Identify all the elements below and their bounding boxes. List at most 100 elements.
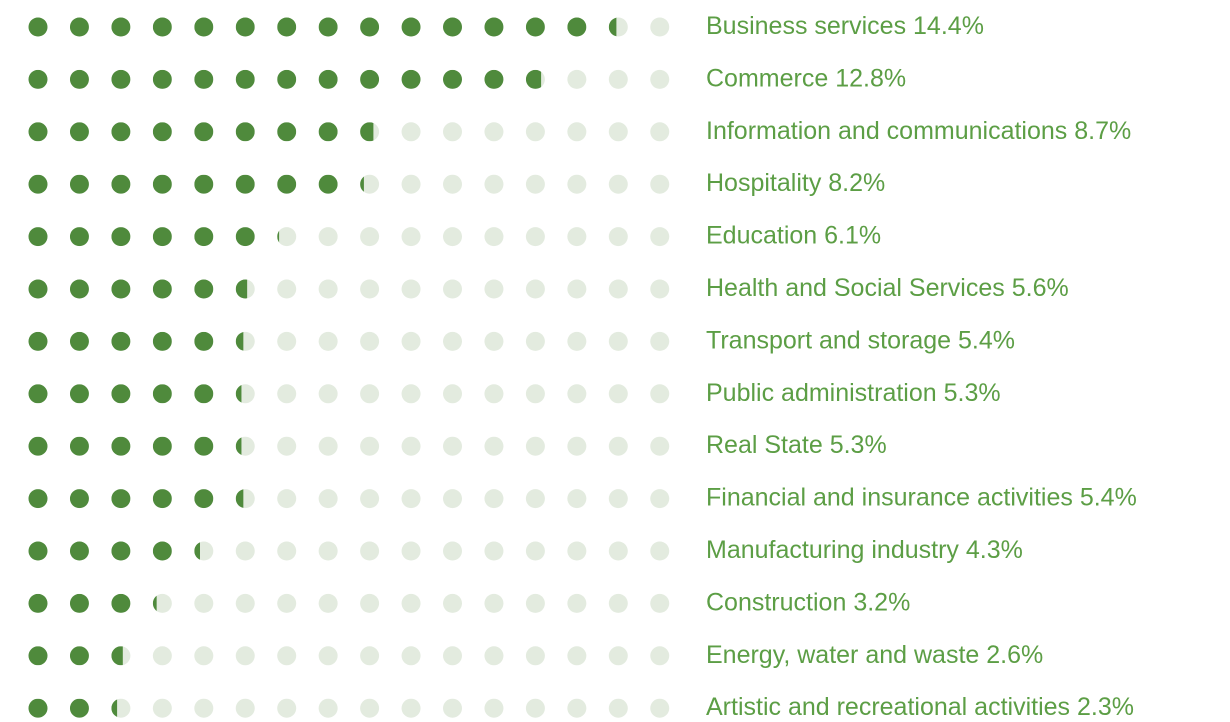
category-label: Health and Social Services [706, 274, 1005, 302]
empty-dot [525, 436, 545, 456]
row-label: Information and communications 8.7% [706, 116, 1131, 144]
dot-row [28, 122, 670, 142]
category-label: Financial and insurance activities [706, 483, 1073, 511]
value-label: 2.3% [1077, 693, 1134, 721]
filled-dots [28, 489, 244, 509]
empty-dot [608, 279, 628, 299]
empty-dot [525, 227, 545, 247]
category-label: Business services [706, 12, 906, 40]
empty-dot [360, 541, 380, 561]
empty-dot [277, 331, 297, 351]
empty-dot [401, 384, 421, 404]
empty-dot [401, 331, 421, 351]
empty-dot [484, 646, 504, 666]
filled-dots [28, 174, 364, 194]
empty-dot [650, 489, 670, 509]
empty-dot [608, 122, 628, 142]
empty-dot [318, 646, 338, 666]
empty-dot [360, 489, 380, 509]
dot-row [28, 331, 670, 351]
empty-dot [277, 698, 297, 718]
value-label: 5.4% [958, 326, 1015, 354]
empty-dot [525, 541, 545, 561]
empty-dot [443, 436, 462, 456]
empty-dot [650, 17, 670, 37]
value-label: 8.7% [1074, 116, 1131, 144]
empty-dot [484, 541, 504, 561]
empty-dot [401, 122, 421, 142]
category-label: Public administration [706, 378, 937, 406]
empty-dot [567, 227, 587, 247]
empty-dot [484, 593, 504, 613]
dot-row [28, 174, 670, 194]
empty-dot [194, 698, 214, 718]
empty-dot [525, 646, 545, 666]
dot-row [28, 227, 670, 247]
empty-dot [360, 174, 380, 194]
empty-dot [567, 69, 587, 89]
empty-dot [567, 698, 587, 718]
empty-dot [277, 646, 297, 666]
category-label: Artistic and recreational activities [706, 693, 1070, 721]
empty-dot [443, 541, 462, 561]
row-label: Hospitality 8.2% [706, 169, 885, 197]
empty-dot [443, 331, 462, 351]
row-label: Financial and insurance activities 5.4% [706, 483, 1137, 511]
empty-dot [401, 436, 421, 456]
empty-dot [443, 227, 462, 247]
empty-dot [318, 227, 338, 247]
empty-dot [484, 489, 504, 509]
empty-dot [567, 646, 587, 666]
filled-dots [28, 436, 242, 456]
dot-row [28, 593, 670, 613]
empty-dot [525, 279, 545, 299]
row-label: Artistic and recreational activities 2.3… [706, 693, 1134, 721]
empty-dot [401, 227, 421, 247]
value-label: 3.2% [853, 588, 910, 616]
dot-row [28, 646, 670, 666]
empty-dot [650, 593, 670, 613]
empty-dot [525, 384, 545, 404]
empty-dot [235, 646, 255, 666]
value-label: 2.6% [986, 640, 1043, 668]
category-label: Energy, water and waste [706, 640, 979, 668]
category-label: Construction [706, 588, 846, 616]
row-label: Commerce 12.8% [706, 64, 906, 92]
empty-dot [360, 279, 380, 299]
empty-dot [318, 331, 338, 351]
value-label: 5.6% [1012, 274, 1069, 302]
empty-dot [484, 698, 504, 718]
empty-dot [360, 646, 380, 666]
dot-row [28, 489, 670, 509]
empty-dot [608, 436, 628, 456]
empty-dot [608, 227, 628, 247]
empty-dot [235, 593, 255, 613]
empty-dot [277, 541, 297, 561]
value-label: 5.4% [1080, 483, 1137, 511]
empty-dot [650, 227, 670, 247]
value-label: 14.4% [913, 12, 984, 40]
empty-dot [650, 174, 670, 194]
empty-dot [608, 384, 628, 404]
value-label: 4.3% [966, 536, 1023, 564]
empty-dot [235, 541, 255, 561]
row-label: Construction 3.2% [706, 588, 910, 616]
empty-dot [650, 69, 670, 89]
empty-dot [360, 593, 380, 613]
filled-dots [28, 593, 157, 613]
empty-dot [567, 593, 587, 613]
empty-dot [525, 489, 545, 509]
filled-dots [28, 331, 244, 351]
row-label: Health and Social Services 5.6% [706, 274, 1069, 302]
empty-dot [401, 646, 421, 666]
value-label: 5.3% [944, 378, 1001, 406]
empty-dot [277, 593, 297, 613]
empty-dot [318, 489, 338, 509]
empty-dot [525, 698, 545, 718]
filled-dots [28, 646, 123, 666]
empty-dot [318, 541, 338, 561]
empty-dot [650, 646, 670, 666]
filled-dots [28, 698, 118, 718]
empty-dot [194, 646, 214, 666]
row-label: Education 6.1% [706, 221, 881, 249]
